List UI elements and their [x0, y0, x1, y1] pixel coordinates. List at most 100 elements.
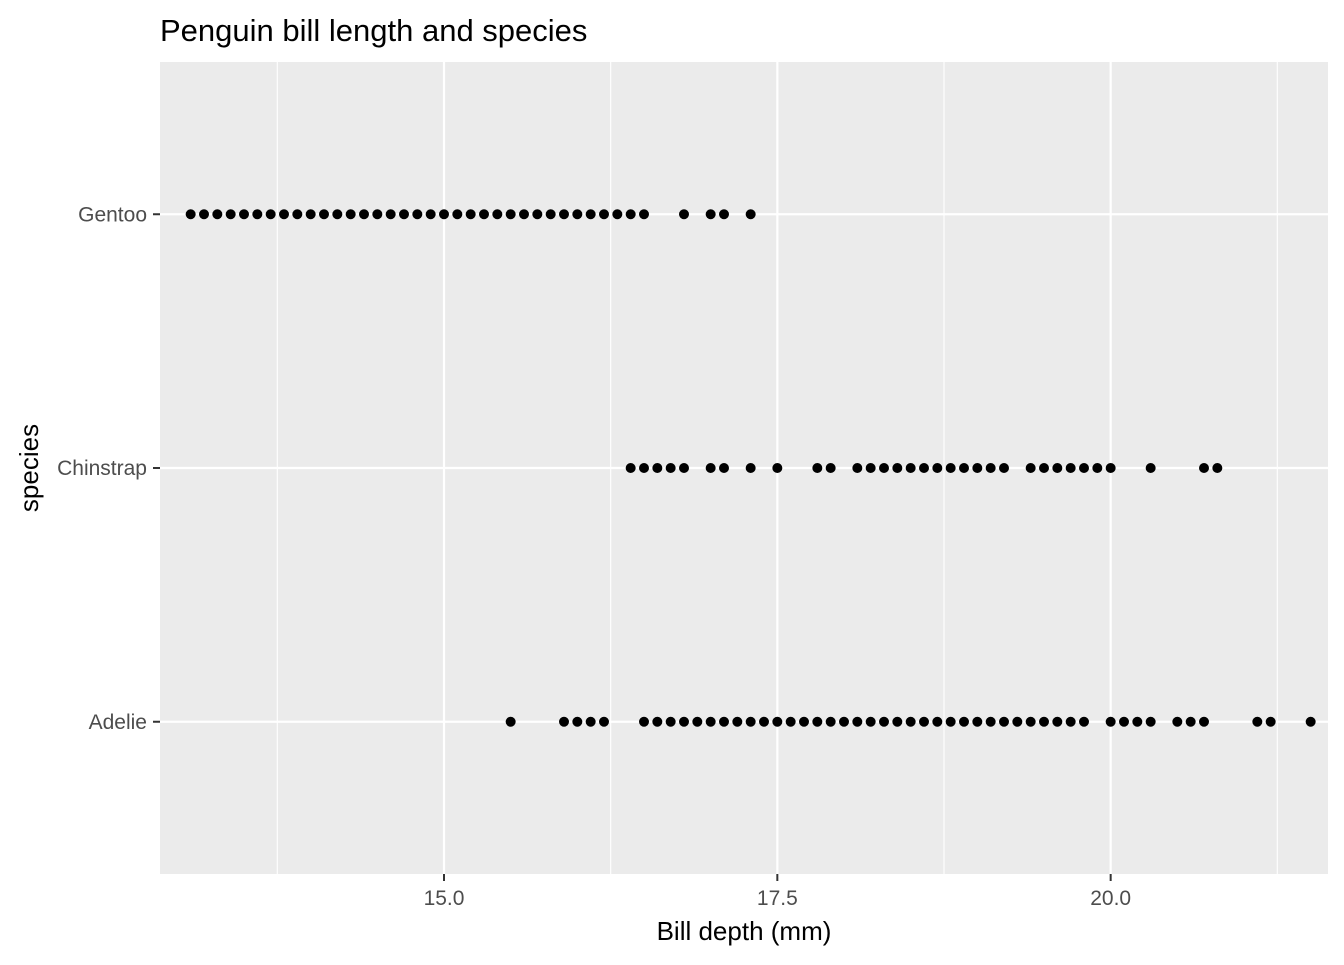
- data-point-adelie: [639, 716, 649, 727]
- data-point-gentoo: [425, 209, 436, 220]
- data-point-adelie: [892, 716, 903, 727]
- y-axis-title: species: [14, 424, 44, 512]
- data-point-chinstrap: [972, 463, 983, 473]
- data-point-adelie: [799, 716, 809, 727]
- data-point-adelie: [1185, 716, 1196, 727]
- data-point-adelie: [972, 716, 983, 727]
- data-point-adelie: [732, 716, 743, 727]
- data-point-adelie: [865, 716, 876, 727]
- data-point-gentoo: [239, 209, 249, 220]
- data-point-chinstrap: [745, 463, 756, 473]
- data-point-chinstrap: [825, 463, 836, 473]
- data-point-adelie: [1052, 716, 1063, 727]
- data-point-adelie: [692, 716, 703, 727]
- data-point-chinstrap: [1079, 463, 1089, 473]
- data-point-gentoo: [719, 209, 729, 220]
- data-point-adelie: [1105, 716, 1116, 727]
- data-point-adelie: [599, 716, 609, 727]
- y-tick-label: Gentoo: [78, 203, 147, 226]
- data-point-gentoo: [265, 209, 276, 220]
- data-point-gentoo: [639, 209, 649, 220]
- data-point-chinstrap: [852, 463, 863, 473]
- data-point-chinstrap: [705, 463, 716, 473]
- data-point-adelie: [679, 716, 689, 727]
- data-point-chinstrap: [1092, 463, 1103, 473]
- data-point-gentoo: [212, 209, 223, 220]
- data-point-chinstrap: [865, 463, 876, 473]
- data-point-gentoo: [359, 209, 369, 220]
- data-point-adelie: [1025, 716, 1036, 727]
- data-point-gentoo: [185, 209, 196, 220]
- data-point-adelie: [719, 716, 729, 727]
- data-point-chinstrap: [665, 463, 676, 473]
- data-point-adelie: [985, 716, 996, 727]
- data-point-gentoo: [625, 209, 636, 220]
- data-point-gentoo: [225, 209, 236, 220]
- data-point-gentoo: [319, 209, 329, 220]
- data-point-gentoo: [479, 209, 489, 220]
- data-point-adelie: [1012, 716, 1023, 727]
- data-point-gentoo: [385, 209, 396, 220]
- data-point-chinstrap: [719, 463, 729, 473]
- data-point-chinstrap: [1039, 463, 1049, 473]
- data-point-chinstrap: [1105, 463, 1116, 473]
- data-point-gentoo: [545, 209, 556, 220]
- data-point-gentoo: [492, 209, 503, 220]
- data-point-chinstrap: [905, 463, 916, 473]
- data-point-chinstrap: [772, 463, 783, 473]
- data-point-gentoo: [252, 209, 263, 220]
- data-point-gentoo: [599, 209, 609, 220]
- data-point-chinstrap: [1065, 463, 1076, 473]
- data-point-gentoo: [345, 209, 356, 220]
- data-point-adelie: [652, 716, 663, 727]
- data-point-chinstrap: [639, 463, 649, 473]
- x-axis-ticks: 15.0 17.5 20.0: [424, 874, 1131, 910]
- data-point-gentoo: [705, 209, 716, 220]
- data-point-gentoo: [399, 209, 409, 220]
- data-point-chinstrap: [652, 463, 663, 473]
- data-point-gentoo: [532, 209, 543, 220]
- data-point-adelie: [759, 716, 769, 727]
- data-point-gentoo: [452, 209, 463, 220]
- y-axis-ticks: Adelie Chinstrap Gentoo: [57, 203, 160, 734]
- data-point-chinstrap: [892, 463, 903, 473]
- data-point-gentoo: [439, 209, 449, 220]
- data-point-adelie: [1119, 716, 1129, 727]
- y-tick-label: Chinstrap: [57, 457, 147, 480]
- data-point-gentoo: [745, 209, 756, 220]
- data-point-adelie: [1039, 716, 1049, 727]
- data-point-adelie: [839, 716, 849, 727]
- data-point-chinstrap: [919, 463, 929, 473]
- data-point-chinstrap: [959, 463, 969, 473]
- data-point-adelie: [879, 716, 889, 727]
- data-point-adelie: [745, 716, 756, 727]
- data-point-gentoo: [465, 209, 476, 220]
- data-point-adelie: [1199, 716, 1209, 727]
- data-point-chinstrap: [999, 463, 1009, 473]
- data-point-gentoo: [559, 209, 569, 220]
- data-point-adelie: [1252, 716, 1263, 727]
- data-point-adelie: [852, 716, 863, 727]
- data-point-adelie: [999, 716, 1009, 727]
- data-point-gentoo: [199, 209, 209, 220]
- data-point-adelie: [665, 716, 676, 727]
- data-point-adelie: [825, 716, 836, 727]
- data-point-adelie: [772, 716, 783, 727]
- data-points: [185, 209, 1316, 727]
- data-point-adelie: [1145, 716, 1156, 727]
- data-point-adelie: [1265, 716, 1276, 727]
- data-point-chinstrap: [1145, 463, 1156, 473]
- data-point-gentoo: [679, 209, 689, 220]
- data-point-chinstrap: [812, 463, 823, 473]
- data-point-chinstrap: [879, 463, 889, 473]
- data-point-gentoo: [585, 209, 596, 220]
- y-tick-label: Adelie: [89, 711, 147, 734]
- data-point-chinstrap: [985, 463, 996, 473]
- data-point-adelie: [945, 716, 956, 727]
- data-point-adelie: [959, 716, 969, 727]
- data-point-adelie: [1172, 716, 1183, 727]
- data-point-gentoo: [519, 209, 529, 220]
- data-point-gentoo: [332, 209, 343, 220]
- data-point-chinstrap: [625, 463, 636, 473]
